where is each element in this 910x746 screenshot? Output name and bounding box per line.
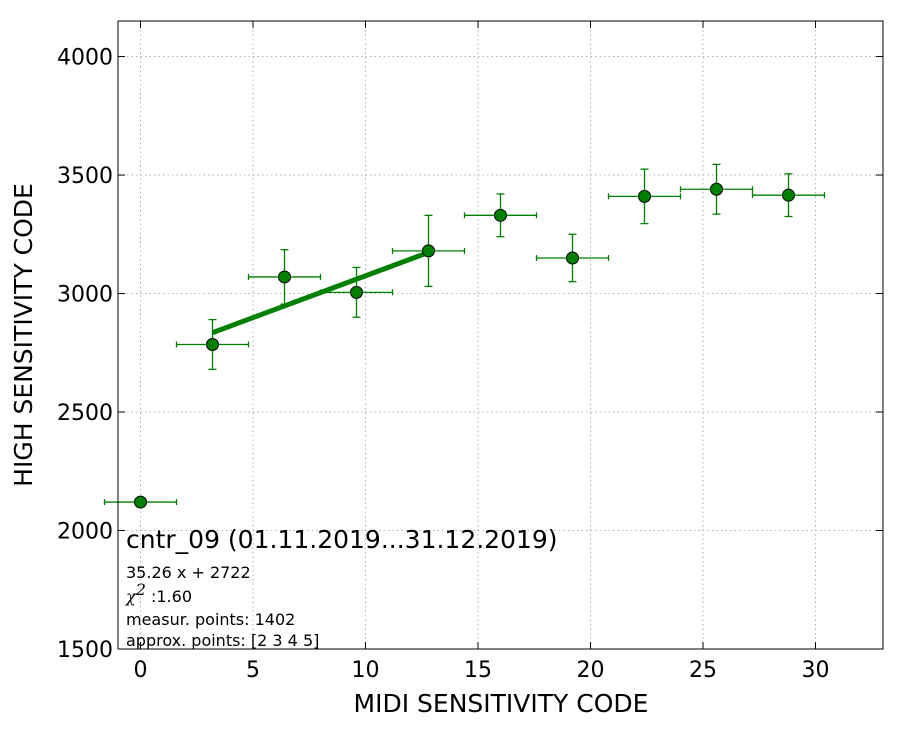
grid [118, 21, 883, 650]
data-point [566, 251, 579, 265]
y-tick-label: 3000 [57, 283, 113, 308]
y-tick-label: 2500 [57, 401, 113, 426]
data-point [350, 285, 363, 299]
y-tick-labels: 1500 2000 2500 3000 3500 4000 [57, 46, 113, 663]
annotation-equation: 35.26 x + 2722 [126, 563, 251, 582]
x-tick-label: 5 [246, 658, 260, 683]
annotation-approx-points: approx. points: [2 3 4 5] [126, 631, 319, 650]
axis-ticks [118, 21, 883, 650]
annotation-title: cntr_09 (01.11.2019...31.12.2019) [126, 525, 558, 554]
data-point [710, 182, 723, 196]
data-point [278, 270, 291, 284]
x-tick-label: 30 [802, 658, 830, 683]
x-tick-label: 25 [689, 658, 717, 683]
data-point [494, 208, 507, 222]
chi-superscript: 2 [135, 580, 146, 599]
data-points [134, 182, 795, 509]
y-tick-label: 1500 [57, 638, 113, 663]
x-tick-label: 15 [464, 658, 492, 683]
data-point [782, 188, 795, 202]
plot-frame [117, 20, 884, 650]
x-tick-labels: 0 5 10 15 20 25 30 [134, 658, 830, 683]
chi-symbol: χ [125, 587, 137, 606]
y-tick-label: 4000 [57, 46, 113, 71]
data-point [134, 495, 147, 509]
annotation-measur-points: measur. points: 1402 [126, 610, 295, 629]
x-tick-label: 0 [134, 658, 148, 683]
y-axis-label: HIGH SENSITIVITY CODE [9, 183, 38, 487]
x-axis-label: MIDI SENSITIVITY CODE [354, 689, 649, 718]
x-tick-label: 10 [352, 658, 380, 683]
data-point [206, 337, 219, 351]
y-tick-label: 3500 [57, 164, 113, 189]
data-point [638, 189, 651, 203]
x-tick-label: 20 [577, 658, 605, 683]
data-point [422, 244, 435, 258]
chi-value: :1.60 [146, 587, 192, 606]
y-tick-label: 2000 [57, 520, 113, 545]
annotation-chi: χ2 :1.60 [125, 580, 192, 606]
